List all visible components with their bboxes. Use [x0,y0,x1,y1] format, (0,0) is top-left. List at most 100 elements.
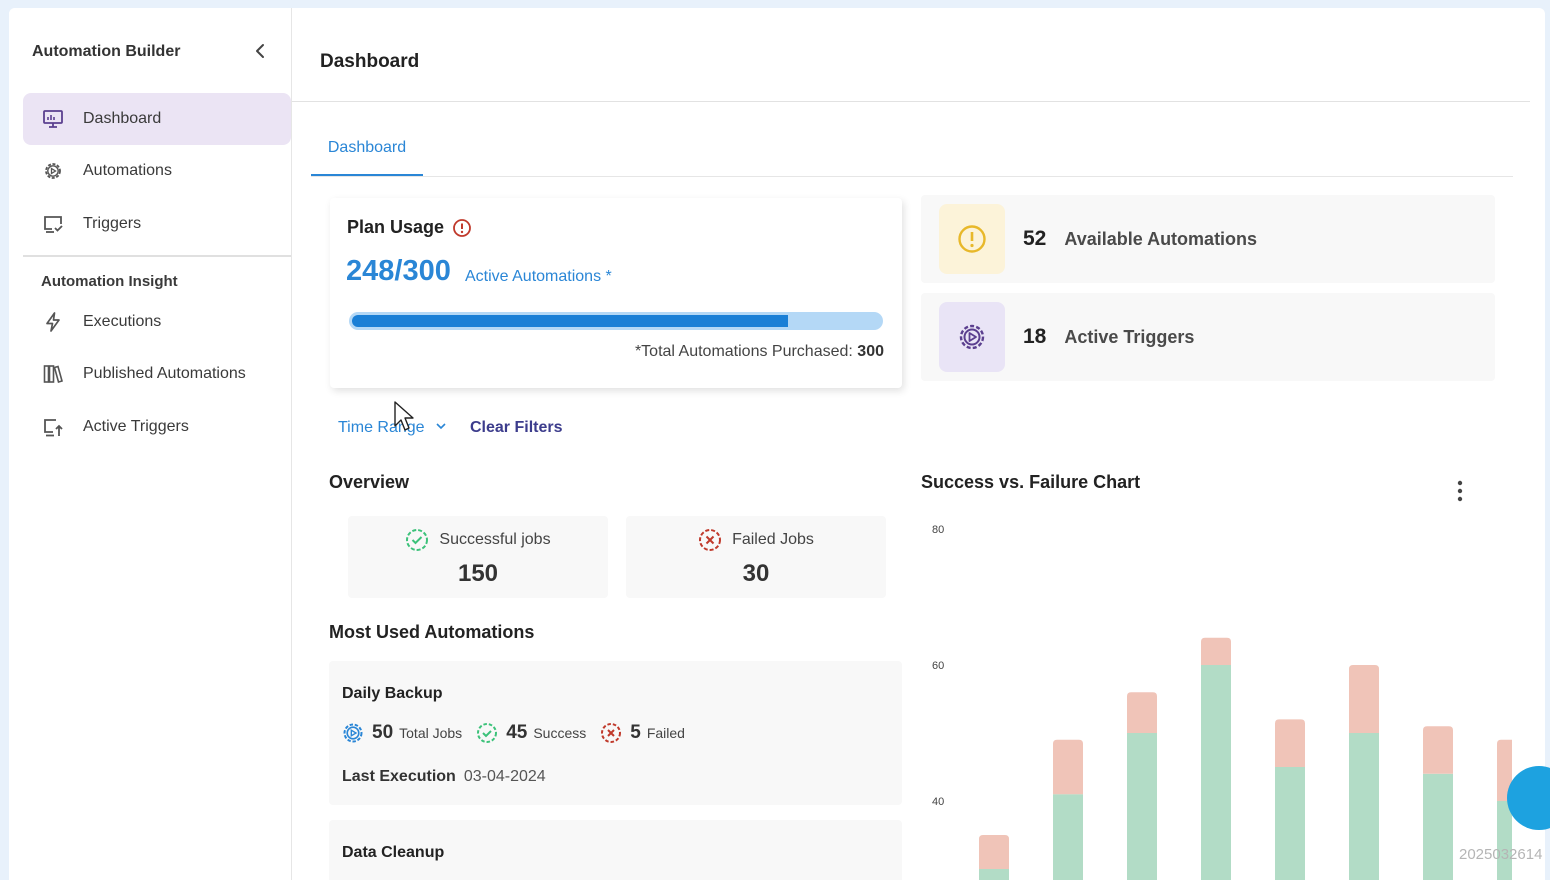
successful-jobs-card: Successful jobs 150 [348,516,608,598]
x-circle-icon [698,528,722,552]
sidebar-item-label: Triggers [83,215,142,232]
sidebar-divider [23,255,291,257]
chevron-left-icon [256,44,264,58]
sidebar-item-label: Automations [83,162,172,179]
failed-value: 5 [630,722,641,743]
plan-usage-unit: Active Automations * [465,268,612,285]
last-execution-label: Last Execution [342,768,456,785]
sidebar-item-active-triggers[interactable]: Active Triggers [23,401,291,453]
plan-usage-card: Plan Usage 248/300 Active Automations * … [330,198,902,388]
success-bar[interactable] [1275,767,1305,880]
y-tick-label: 40 [932,796,944,808]
collapse-sidebar-button[interactable] [252,42,270,60]
success-value: 45 [506,722,528,743]
sidebar-item-label: Active Triggers [83,418,189,435]
automation-name: Daily Backup [342,685,443,702]
help-button[interactable] [1507,766,1550,830]
success-bar[interactable] [979,869,1009,880]
failure-bar[interactable] [1053,739,1083,795]
sidebar: Automation Builder Dashboard Automations… [9,8,292,880]
success-label: Success [533,725,587,741]
most-used-title: Most Used Automations [329,622,535,642]
success-bar[interactable] [1349,733,1379,880]
sidebar-item-triggers[interactable]: Triggers [23,198,291,250]
gear-play-icon [41,159,65,183]
monitor-icon [41,107,65,131]
screen-check-icon [41,212,65,236]
active-triggers-value: 18 [1023,325,1047,348]
failure-bar[interactable] [1127,692,1157,733]
alert-circle-icon [939,204,1005,274]
app-window: Automation Builder Dashboard Automations… [9,8,1545,880]
lightning-icon [41,310,65,334]
page-title: Dashboard [320,51,420,72]
tab-dashboard[interactable]: Dashboard [311,128,423,176]
tab-divider [311,176,1513,177]
header-divider [292,101,1530,102]
last-execution: Last Execution 03-04-2024 [342,768,546,786]
success-bar[interactable] [1423,773,1453,880]
failure-bar[interactable] [979,835,1009,869]
successful-jobs-value: 150 [457,560,499,587]
sidebar-item-published-automations[interactable]: Published Automations [23,348,291,400]
automation-card[interactable]: Daily Backup 50 Total Jobs 45 Success 5 … [329,661,902,805]
success-bar[interactable] [1201,665,1231,880]
sidebar-item-dashboard[interactable]: Dashboard [23,93,291,145]
success-bar[interactable] [1127,733,1157,880]
failure-bar[interactable] [1349,665,1379,733]
failed-label: Failed [646,725,685,741]
y-tick-label: 60 [932,660,944,672]
active-triggers-card: 18 Active Triggers [921,293,1495,381]
gear-play-icon [939,302,1005,372]
available-automations-value: 52 [1023,227,1047,250]
mouse-cursor-icon [394,401,414,431]
automation-name: Data Cleanup [342,844,445,861]
overview-title: Overview [329,472,410,492]
failed-jobs-value: 30 [742,560,770,587]
failure-bar[interactable] [1201,637,1231,665]
active-triggers-label: Active Triggers [1064,326,1195,347]
automation-card[interactable]: Data Cleanup [329,820,902,880]
success-failure-chart: 40 60 80 [932,524,1512,880]
failure-bar[interactable] [1275,719,1305,767]
success-bar[interactable] [1497,801,1512,880]
books-icon [41,362,65,386]
main-content: Dashboard Dashboard Plan Usage 248/300 A… [292,8,1545,880]
successful-jobs-label: Successful jobs [439,531,551,548]
plan-total-purchased: *Total Automations Purchased: 300 [635,343,884,361]
progress-fill [352,315,789,327]
plan-usage-count: 248/300 [346,255,451,287]
plan-total-value: 300 [857,343,884,360]
sidebar-item-label: Published Automations [83,365,246,382]
check-circle-icon [476,722,498,744]
total-jobs-value: 50 [372,722,394,743]
watermark: 2025032614 [1459,846,1543,863]
sidebar-title: Automation Builder [32,43,181,60]
available-automations-card: 52 Available Automations [921,195,1495,283]
chevron-down-icon [435,419,447,437]
sidebar-section-title: Automation Insight [41,273,178,290]
x-circle-icon [600,722,622,744]
sidebar-item-executions[interactable]: Executions [23,296,291,348]
info-alert-icon[interactable] [452,218,472,238]
y-tick-label: 80 [932,524,944,536]
failure-bar[interactable] [1423,726,1453,774]
sidebar-item-label: Executions [83,313,162,330]
last-execution-value: 03-04-2024 [463,768,546,785]
plan-total-label: *Total Automations Purchased: [634,343,853,360]
available-automations-label: Available Automations [1064,228,1258,249]
success-bar[interactable] [1053,794,1083,880]
more-vertical-icon[interactable] [1452,478,1468,504]
sidebar-item-label: Dashboard [83,110,162,127]
automation-stats: 50 Total Jobs 45 Success 5 Failed [342,722,699,744]
clear-filters-button[interactable]: Clear Filters [470,419,563,436]
plan-usage-title: Plan Usage [347,217,445,237]
check-circle-icon [405,528,429,552]
gear-play-icon [342,722,364,744]
plan-usage-progress [349,312,883,330]
screen-upload-icon [41,415,65,439]
failed-jobs-card: Failed Jobs 30 [626,516,886,598]
total-jobs-label: Total Jobs [399,725,463,741]
sidebar-item-automations[interactable]: Automations [23,145,291,197]
chart-title: Success vs. Failure Chart [921,472,1141,492]
